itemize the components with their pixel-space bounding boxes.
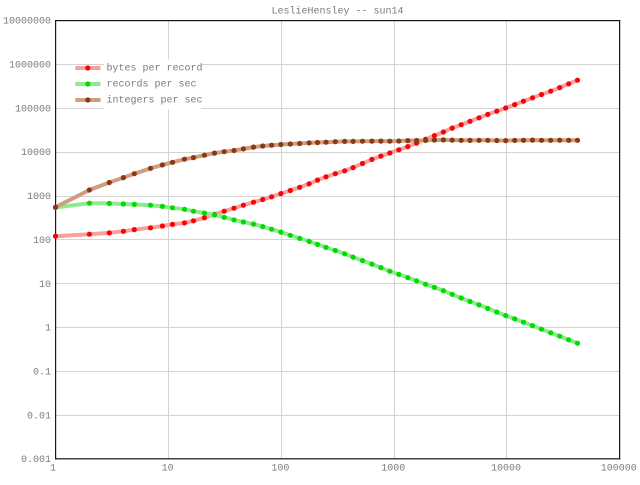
svg-text:100: 100 — [271, 464, 289, 475]
svg-text:10000000: 10000000 — [3, 17, 51, 28]
svg-text:100000: 100000 — [15, 104, 51, 115]
svg-text:1000: 1000 — [27, 192, 51, 203]
svg-text:1000000: 1000000 — [9, 61, 51, 72]
svg-text:0.01: 0.01 — [27, 411, 51, 422]
svg-text:10: 10 — [162, 464, 174, 475]
svg-text:1: 1 — [45, 324, 51, 335]
svg-text:0.001: 0.001 — [21, 455, 51, 466]
svg-text:100: 100 — [33, 236, 51, 247]
svg-text:10000: 10000 — [21, 148, 51, 159]
svg-text:100000: 100000 — [601, 464, 637, 475]
svg-text:integers per sec: integers per sec — [107, 94, 203, 106]
svg-text:LeslieHensley -- sun14: LeslieHensley -- sun14 — [271, 6, 403, 18]
svg-text:0.1: 0.1 — [33, 368, 51, 379]
svg-text:10: 10 — [39, 280, 51, 291]
svg-text:records per sec: records per sec — [107, 78, 197, 90]
svg-text:1: 1 — [50, 464, 56, 475]
svg-text:10000: 10000 — [491, 464, 521, 475]
svg-text:bytes per record: bytes per record — [107, 62, 203, 74]
svg-text:1000: 1000 — [381, 464, 405, 475]
